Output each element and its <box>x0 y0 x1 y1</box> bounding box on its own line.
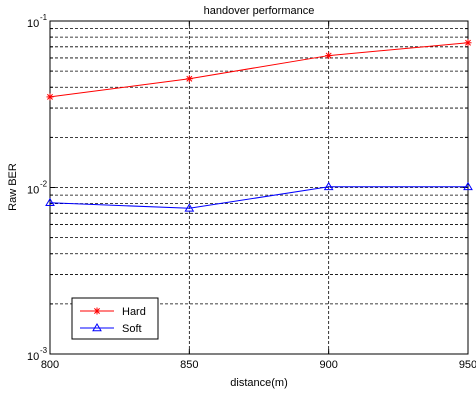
y-tick-label-exponent: -1 <box>40 13 48 22</box>
data-point-hard <box>325 52 333 60</box>
series-line-hard <box>49 42 469 98</box>
series-line-soft <box>49 186 468 209</box>
y-tick-label-base: 10 <box>27 18 39 30</box>
legend: Hard Soft <box>71 297 159 340</box>
legend-marker-hard-glyph <box>93 307 101 315</box>
legend-marker-soft-glyph <box>92 323 102 332</box>
data-point-soft <box>45 197 55 207</box>
x-tick-label: 800 <box>41 359 59 371</box>
data-point-hard-stroke <box>325 52 332 59</box>
data-point-hard-stroke <box>186 75 193 82</box>
legend-label-soft: Soft <box>122 323 142 335</box>
y-tick-label: 10-2 <box>27 180 48 197</box>
data-point-soft <box>184 203 195 212</box>
data-point-soft <box>323 181 334 191</box>
x-tick-label: 850 <box>180 359 198 371</box>
y-tick-label: 10-1 <box>27 13 48 30</box>
y-tick-label: 10-3 <box>27 346 48 363</box>
data-point-hard <box>464 39 472 47</box>
series-layer <box>45 39 473 212</box>
plot-area-frame <box>49 20 469 355</box>
data-point-soft <box>463 181 473 191</box>
legend-marker-hard <box>93 307 101 315</box>
x-axis-label: distance(m) <box>230 377 287 389</box>
legend-label-hard: Hard <box>122 306 146 318</box>
y-tick-labels: 10-310-210-1 <box>27 13 48 363</box>
chart-title: handover performance <box>204 5 315 17</box>
y-tick-label-base: 10 <box>27 185 39 197</box>
data-point-hard <box>185 75 193 83</box>
y-axis-label: Raw BER <box>7 163 19 211</box>
legend-box <box>71 297 159 340</box>
x-tick-label: 900 <box>319 359 337 371</box>
y-tick-label-exponent: -2 <box>40 180 48 189</box>
x-tick-labels: 800 850 900 950 <box>41 359 476 371</box>
y-tick-label-exponent: -3 <box>40 346 48 355</box>
data-point-hard-stroke <box>465 39 471 46</box>
data-point-hard <box>46 93 54 101</box>
legend-marker-soft <box>92 323 102 332</box>
data-point-hard-stroke <box>47 93 53 100</box>
y-tick-label-base: 10 <box>27 351 39 363</box>
x-tick-label: 950 <box>459 359 476 371</box>
legend-marker-hard-glyph-stroke <box>94 308 100 314</box>
